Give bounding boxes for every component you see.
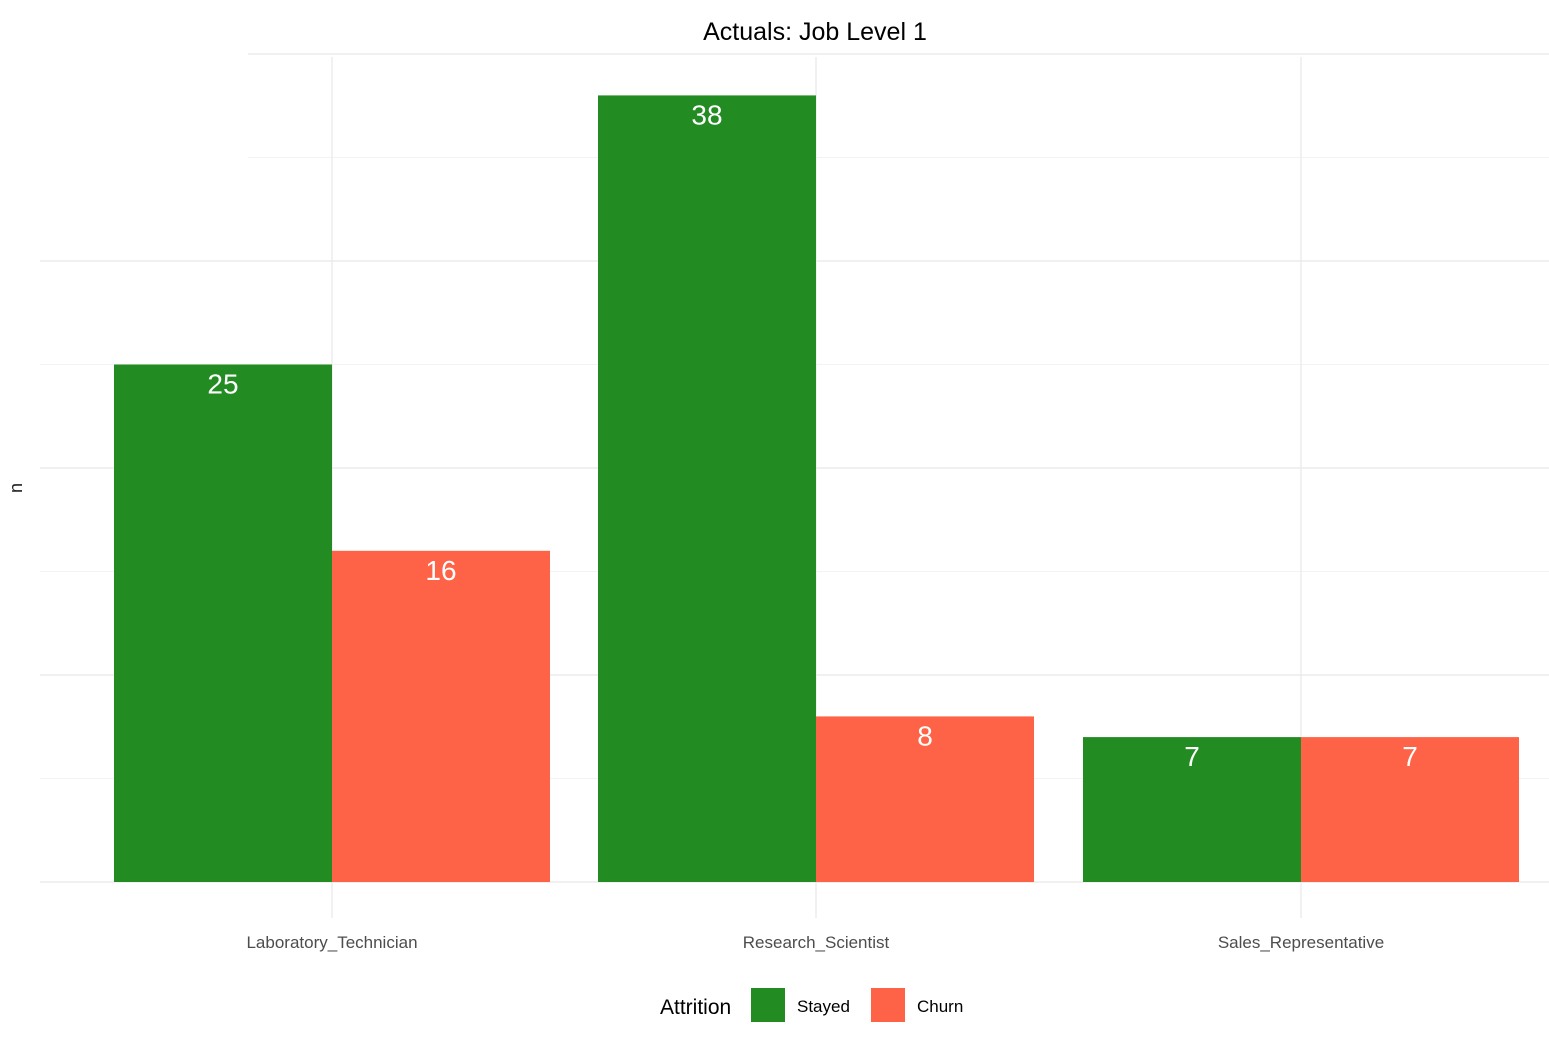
- bar-value-label: 7: [1402, 741, 1418, 772]
- x-axis-tick-labels: Laboratory_Technician Research_Scientist S…: [246, 933, 1384, 952]
- legend-label-churn: Churn: [917, 997, 963, 1016]
- bar-churn-1: [332, 550, 550, 882]
- chart-title: Actuals: Job Level 1: [703, 18, 927, 46]
- bar-stayed-2: [598, 95, 816, 882]
- bar-stayed-3: [1083, 737, 1301, 882]
- bar-value-label: 7: [1184, 741, 1200, 772]
- bar-value-label: 8: [917, 720, 933, 751]
- x-tick-label: Laboratory_Technician: [246, 933, 417, 952]
- bar-stayed-1: [114, 364, 332, 882]
- x-tick-label: Sales_Representative: [1218, 933, 1384, 952]
- y-axis-label: n: [6, 483, 26, 493]
- legend-label-stayed: Stayed: [797, 997, 850, 1016]
- legend-swatch-churn: [871, 988, 905, 1022]
- bar-churn-3: [1301, 737, 1519, 882]
- x-tick-label: Research_Scientist: [743, 933, 890, 952]
- bars: [114, 95, 1519, 882]
- bar-value-label: 25: [207, 369, 238, 400]
- legend: Attrition Stayed Churn: [660, 988, 963, 1022]
- legend-swatch-stayed: [751, 988, 785, 1022]
- bar-value-label: 38: [691, 99, 722, 130]
- bar-churn-2: [816, 716, 1034, 882]
- bar-value-label: 16: [425, 555, 456, 586]
- legend-title: Attrition: [660, 996, 731, 1019]
- value-labels: 25 16 38 8 7 7: [207, 99, 1417, 772]
- legend-items: Stayed Churn: [751, 988, 963, 1022]
